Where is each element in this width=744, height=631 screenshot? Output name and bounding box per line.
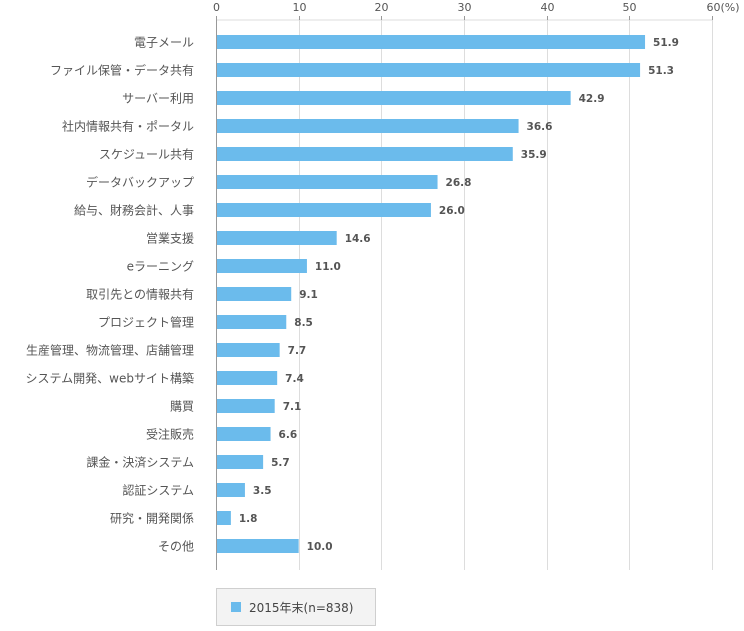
value-label: 26.0 [439, 205, 465, 217]
value-labels: 51.9 51.3 42.9 36.6 35.9 26.8 26.0 14.6 11.0 9.1 8… [239, 37, 679, 553]
value-label: 14.6 [345, 233, 371, 245]
value-label: 51.3 [648, 65, 674, 77]
category-label: プロジェクト管理 [98, 315, 194, 330]
bar [217, 511, 231, 525]
bar [217, 63, 641, 77]
category-label: 給与、財務会計、人事 [74, 203, 194, 218]
value-label: 42.9 [579, 93, 605, 105]
x-tick-labels: 0 10 20 30 40 50 60(%) [213, 1, 740, 14]
bar [217, 539, 299, 553]
bar [217, 455, 264, 469]
x-tick-label: 0 [213, 1, 220, 14]
value-label: 51.9 [653, 37, 679, 49]
category-label: 電子メール [134, 36, 194, 50]
legend-swatch [231, 602, 241, 612]
value-label: 7.1 [283, 401, 302, 413]
value-label: 8.5 [294, 317, 313, 329]
bar [217, 91, 571, 105]
category-labels: 電子メールファイル保管・データ共有サーバー利用社内情報共有・ポータルスケジュール… [26, 36, 194, 554]
bar [217, 399, 275, 413]
x-tick-label: 20 [375, 1, 389, 14]
value-label: 6.6 [279, 429, 298, 441]
bar [217, 175, 438, 189]
value-label: 26.8 [446, 177, 472, 189]
x-tick-label: 40 [541, 1, 555, 14]
value-label: 7.7 [288, 345, 307, 357]
grid-layer [216, 16, 713, 570]
category-label: 生産管理、物流管理、店舗管理 [26, 343, 194, 358]
category-label: 購買 [170, 400, 194, 414]
legend-label: 2015年末(n=838) [249, 600, 354, 615]
bar-layer [217, 35, 646, 553]
category-label: ファイル保管・データ共有 [50, 63, 194, 78]
bar [217, 287, 292, 301]
bar [217, 343, 280, 357]
value-label: 9.1 [299, 289, 318, 301]
value-label: 35.9 [521, 149, 547, 161]
category-label: スケジュール共有 [99, 148, 194, 162]
value-label: 1.8 [239, 513, 258, 525]
value-label: 3.5 [253, 485, 272, 497]
category-label: サーバー利用 [122, 92, 194, 106]
bar [217, 231, 337, 245]
value-label: 7.4 [285, 373, 304, 385]
bar [217, 259, 307, 273]
category-label: その他 [158, 540, 194, 554]
category-label: システム開発、webサイト構築 [26, 371, 194, 386]
x-tick-label: 30 [458, 1, 472, 14]
category-label: 認証システム [122, 483, 194, 498]
category-label: 取引先との情報共有 [86, 288, 194, 302]
bar [217, 119, 519, 133]
category-label: 社内情報共有・ポータル [62, 119, 194, 134]
category-label: データバックアップ [86, 175, 194, 190]
category-label: 課金・決済システム [86, 455, 194, 470]
bar [217, 147, 513, 161]
bar [217, 35, 646, 49]
category-label: 研究・開発関係 [110, 511, 194, 526]
value-label: 10.0 [307, 541, 333, 553]
bar [217, 371, 278, 385]
category-label: 受注販売 [146, 427, 194, 442]
value-label: 36.6 [527, 121, 553, 133]
legend: 2015年末(n=838) [216, 588, 376, 626]
x-tick-label: 60(%) [707, 1, 740, 14]
bar [217, 203, 431, 217]
category-label: eラーニング [127, 260, 194, 274]
x-tick-label: 50 [623, 1, 637, 14]
value-label: 11.0 [315, 261, 341, 273]
bar [217, 315, 287, 329]
bar [217, 427, 271, 441]
category-label: 営業支援 [146, 232, 194, 246]
bar [217, 483, 245, 497]
value-label: 5.7 [271, 457, 290, 469]
x-tick-label: 10 [293, 1, 307, 14]
